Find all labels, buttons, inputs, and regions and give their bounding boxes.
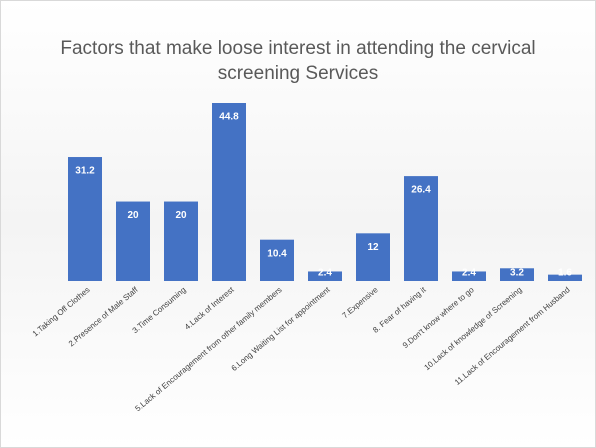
bar — [452, 271, 486, 281]
bar — [308, 271, 342, 281]
data-label: 3.2 — [510, 268, 524, 279]
data-label: 20 — [175, 210, 187, 221]
bar — [404, 176, 438, 281]
chart-title: Factors that make loose interest in atte… — [60, 38, 536, 84]
data-label: 2.4 — [462, 268, 476, 279]
data-label: 2.4 — [318, 268, 332, 279]
bar — [260, 239, 294, 281]
data-label: 31.2 — [75, 166, 95, 177]
data-label: 20 — [127, 210, 139, 221]
bar — [212, 103, 246, 281]
bar — [164, 201, 198, 281]
data-label: 1.6 — [558, 268, 572, 279]
data-label: 26.4 — [411, 185, 431, 196]
data-label: 12 — [367, 242, 379, 253]
bar — [68, 157, 102, 281]
bar — [500, 268, 534, 281]
bar — [356, 233, 390, 281]
data-label: 44.8 — [219, 112, 239, 123]
bar — [116, 201, 150, 281]
data-label: 10.4 — [267, 248, 287, 259]
bar — [548, 274, 582, 281]
